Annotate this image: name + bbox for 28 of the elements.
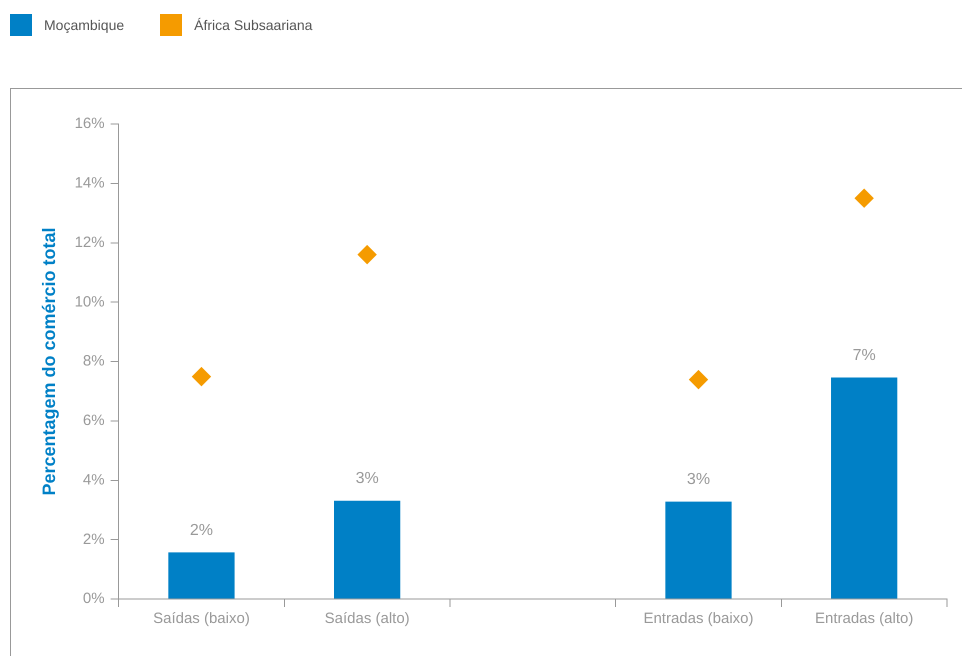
y-tick-label: 12% (74, 234, 105, 251)
point (854, 188, 874, 208)
point (192, 367, 211, 386)
y-tick-label: 0% (82, 590, 105, 608)
legend-label: África Subsaariana (194, 17, 312, 33)
point (358, 245, 377, 264)
y-tick-label: 16% (74, 115, 105, 132)
legend-label: Moçambique (44, 17, 124, 33)
x-tick-label: Saídas (alto) (324, 610, 410, 628)
y-tick-label: 8% (82, 352, 105, 370)
x-tick-label: Saídas (baixo) (153, 610, 250, 628)
bar (831, 378, 898, 598)
bar (334, 500, 400, 598)
y-axis-title: Percentagem do comércio total (38, 227, 59, 496)
data-label: 2% (190, 522, 214, 539)
x-tick-label: Entradas (baixo) (643, 610, 754, 628)
x-tick-label: Entradas (alto) (814, 610, 914, 628)
y-tick-label: 14% (74, 174, 105, 192)
bar (168, 552, 235, 598)
point (688, 370, 708, 390)
y-tick-label: 10% (74, 293, 105, 310)
bar (665, 502, 732, 598)
data-label: 3% (356, 470, 379, 488)
data-label: 3% (686, 471, 710, 488)
y-tick-label: 6% (82, 412, 105, 430)
data-label: 7% (852, 346, 876, 364)
y-tick-label: 4% (82, 471, 105, 488)
y-tick-label: 2% (82, 530, 105, 548)
